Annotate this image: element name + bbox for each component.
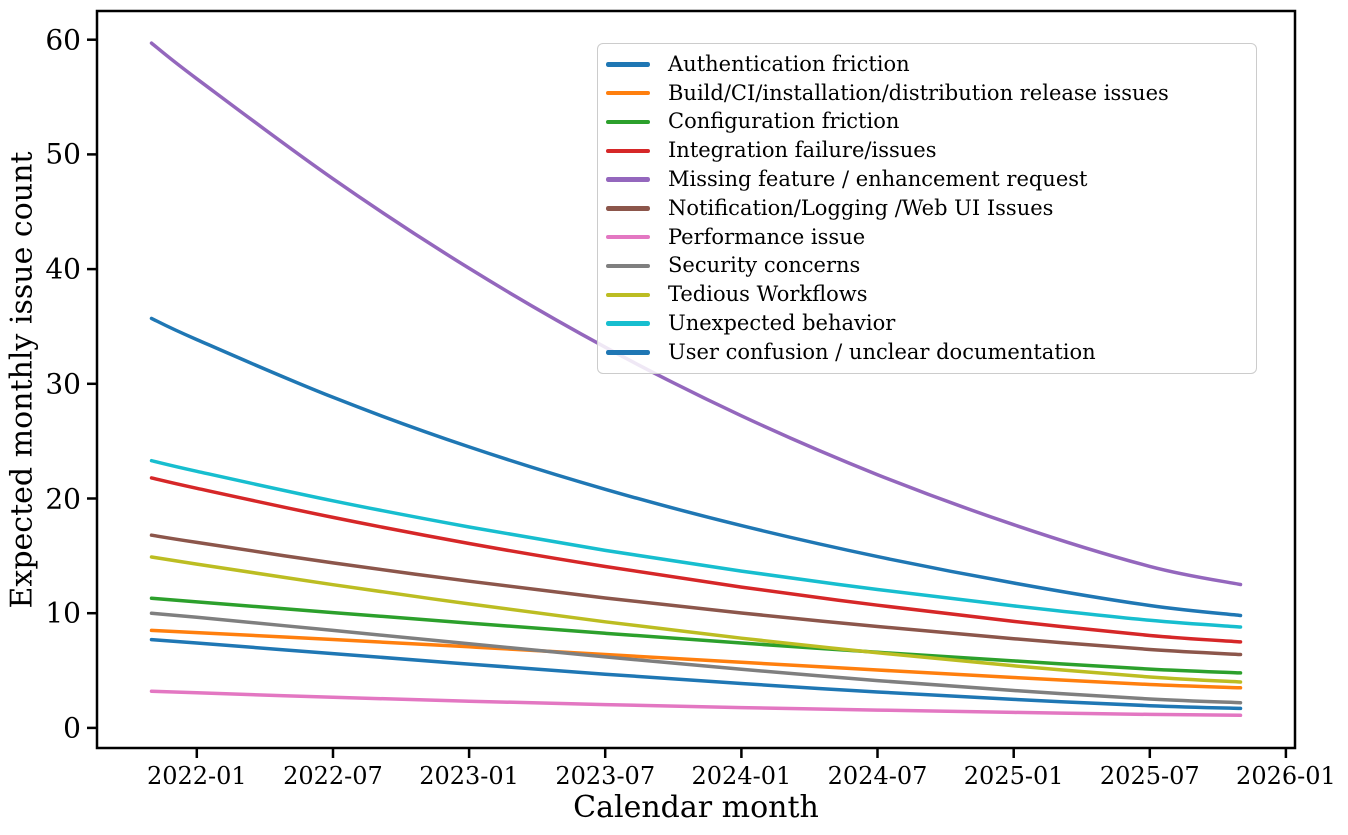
legend-item: Notification/Logging /Web UI Issues xyxy=(606,194,1248,223)
legend-label: Authentication friction xyxy=(668,51,910,76)
legend-swatch xyxy=(606,350,650,355)
x-tick-label-2024-07: 2024-07 xyxy=(827,762,928,790)
y-tick-label-20: 20 xyxy=(45,482,81,515)
legend-swatch xyxy=(606,263,650,269)
legend-swatch xyxy=(606,206,650,211)
legend: Authentication friction Build/CI/installa… xyxy=(597,43,1257,374)
legend-swatch xyxy=(606,62,650,67)
series-line-10 xyxy=(149,316,1243,618)
y-tick-label-40: 40 xyxy=(45,252,81,286)
legend-item: Authentication friction xyxy=(606,50,1248,79)
legend-label: Notification/Logging /Web UI Issues xyxy=(668,195,1054,220)
legend-label: Tedious Workflows xyxy=(668,282,868,307)
series-line-0 xyxy=(149,637,1243,711)
legend-label: Security concerns xyxy=(668,253,861,278)
legend-swatch xyxy=(606,292,650,298)
series-line-5 xyxy=(149,533,1243,657)
series-line-9 xyxy=(149,458,1243,629)
series-line-2 xyxy=(149,596,1243,675)
legend-label: Unexpected behavior xyxy=(668,311,896,336)
y-tick-label-50: 50 xyxy=(45,137,81,171)
x-tick-label-2023-01: 2023-01 xyxy=(419,762,519,790)
series-line-1 xyxy=(149,628,1243,690)
x-tick-label-2026-01: 2026-01 xyxy=(1236,762,1336,790)
x-tick-label-2022-07: 2022-07 xyxy=(283,762,383,790)
series-line-7 xyxy=(149,611,1243,705)
y-tick-label-30: 30 xyxy=(45,367,81,401)
series-line-4 xyxy=(149,41,1243,587)
legend-swatch xyxy=(606,234,650,240)
series-line-3 xyxy=(149,476,1243,644)
y-tick-label-0: 0 xyxy=(63,711,81,745)
legend-item: Configuration friction xyxy=(606,108,1248,137)
legend-item: Unexpected behavior xyxy=(606,309,1248,338)
legend-label: Performance issue xyxy=(668,224,866,249)
legend-label: Missing feature / enhancement request xyxy=(668,167,1088,192)
x-tick-label-2024-01: 2024-01 xyxy=(691,762,792,790)
y-tick-label-10: 10 xyxy=(45,596,81,630)
series-line-6 xyxy=(149,689,1243,718)
x-tick-label-2022-01: 2022-01 xyxy=(146,762,247,790)
series-line-8 xyxy=(149,555,1243,684)
legend-item: Tedious Workflows xyxy=(606,280,1248,309)
legend-label: User confusion / unclear documentation xyxy=(668,339,1096,364)
legend-swatch xyxy=(606,119,650,125)
x-axis-label: Calendar month xyxy=(573,790,819,825)
legend-item: Performance issue xyxy=(606,223,1248,252)
x-tick-label-2025-01: 2025-01 xyxy=(963,762,1064,790)
legend-item: Security concerns xyxy=(606,252,1248,281)
legend-label: Configuration friction xyxy=(668,109,900,134)
legend-item: Build/CI/installation/distribution relea… xyxy=(606,79,1248,108)
legend-label: Integration failure/issues xyxy=(668,138,937,163)
x-tick-label-2025-07: 2025-07 xyxy=(1099,762,1200,790)
legend-label: Build/CI/installation/distribution relea… xyxy=(668,80,1169,105)
legend-swatch xyxy=(606,148,650,154)
legend-item: Missing feature / enhancement request xyxy=(606,165,1248,194)
legend-item: Integration failure/issues xyxy=(606,136,1248,165)
y-axis-label: Expected monthly issue count xyxy=(4,151,40,609)
y-tick-label-60: 60 xyxy=(45,23,81,57)
legend-swatch xyxy=(606,177,650,182)
axes-spines xyxy=(95,9,1297,750)
legend-item: User confusion / unclear documentation xyxy=(606,338,1248,367)
legend-swatch xyxy=(606,90,650,96)
legend-swatch xyxy=(606,321,650,326)
x-tick-label-2023-07: 2023-07 xyxy=(555,762,656,790)
